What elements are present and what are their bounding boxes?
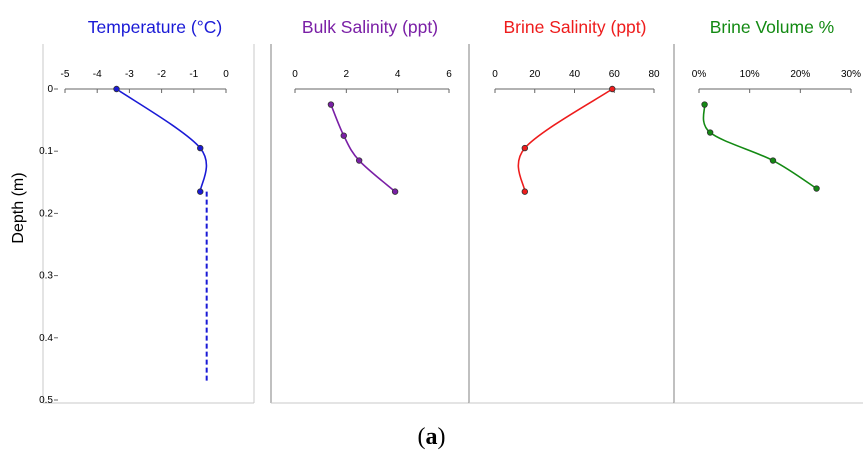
x-tick-label: 80 xyxy=(648,69,660,80)
x-tick-label: -2 xyxy=(157,69,166,80)
x-tick-label: 4 xyxy=(395,69,401,80)
data-point xyxy=(340,132,347,139)
series-line xyxy=(517,88,613,192)
x-tick-label: 20% xyxy=(790,69,810,80)
series-line xyxy=(330,104,396,193)
data-point xyxy=(609,85,616,93)
data-point xyxy=(355,157,363,164)
x-tick-label: 60 xyxy=(609,69,621,80)
x-tick-label: -5 xyxy=(61,69,70,80)
caption-close: ) xyxy=(437,424,446,450)
y-tick-label: 0.3 xyxy=(39,271,53,282)
y-tick-label: 0 xyxy=(47,84,53,95)
x-tick-label: -1 xyxy=(189,69,198,80)
data-point xyxy=(391,188,399,195)
data-point xyxy=(521,188,529,195)
chart-title: Bulk Salinity (ppt) xyxy=(302,17,438,37)
x-tick-label: 30% xyxy=(841,69,861,80)
data-point xyxy=(113,85,120,93)
data-point xyxy=(197,188,204,195)
chart-title: Brine Salinity (ppt) xyxy=(504,17,647,37)
figure-caption: (a) xyxy=(0,424,863,451)
data-point xyxy=(701,101,708,108)
chart-title: Brine Volume % xyxy=(710,17,835,37)
series-line xyxy=(116,88,208,192)
y-tick-label: 0.2 xyxy=(39,208,53,219)
chart-title: Temperature (°C) xyxy=(88,17,222,37)
data-point xyxy=(327,101,335,108)
caption-letter: a xyxy=(425,424,438,450)
x-tick-label: 20 xyxy=(529,69,541,80)
x-tick-label: 0 xyxy=(223,69,229,80)
x-tick-label: -4 xyxy=(93,69,102,80)
x-tick-label: -3 xyxy=(125,69,134,80)
data-point xyxy=(813,185,820,192)
x-tick-label: 0 xyxy=(492,69,498,80)
caption-open: ( xyxy=(417,424,426,450)
x-tick-label: 0 xyxy=(292,69,298,80)
y-tick-label: 0.4 xyxy=(39,333,53,344)
x-tick-label: 2 xyxy=(344,69,350,80)
data-point xyxy=(521,144,529,152)
y-tick-label: 0.5 xyxy=(39,395,53,406)
x-tick-label: 6 xyxy=(446,69,452,80)
y-axis-label: Depth (m) xyxy=(10,172,27,243)
y-tick-label: 0.1 xyxy=(39,146,53,157)
series-line xyxy=(702,104,817,190)
x-tick-label: 10% xyxy=(740,69,760,80)
x-tick-label: 40 xyxy=(569,69,581,80)
data-point xyxy=(769,157,777,164)
x-tick-label: 0% xyxy=(692,69,707,80)
data-point xyxy=(706,129,714,136)
data-point xyxy=(197,144,204,152)
